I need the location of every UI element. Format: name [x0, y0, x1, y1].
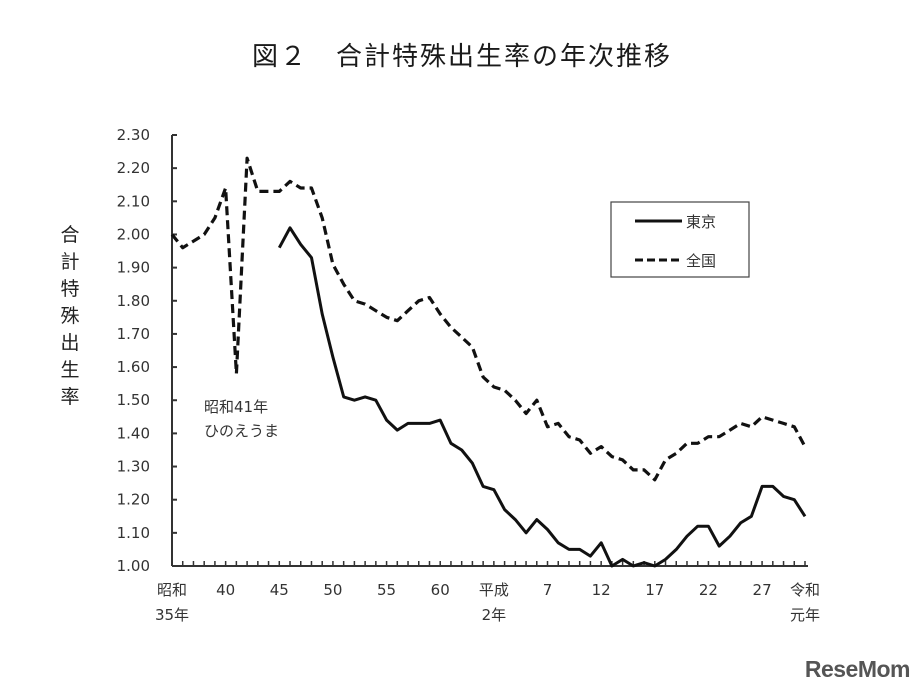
y-tick-label: 2.10	[117, 192, 150, 210]
x-tick-label: 55	[377, 581, 396, 599]
legend-tokyo-label: 東京	[686, 213, 716, 231]
x-tick-label: 45	[270, 581, 289, 599]
y-axis-label: 合計特殊出生率	[60, 224, 80, 408]
y-tick-label: 1.10	[117, 524, 150, 542]
legend: 東京 全国	[610, 201, 750, 278]
y-tick-label: 2.20	[117, 159, 150, 177]
y-tick-label: 1.30	[117, 458, 150, 476]
y-tick-label: 1.40	[117, 424, 150, 442]
national-series-line	[170, 156, 807, 482]
x-tick-label: 12	[592, 581, 611, 599]
x-tick-sublabel: 2年	[482, 606, 507, 624]
x-tick-label: 22	[699, 581, 718, 599]
y-tick-label: 1.00	[117, 557, 150, 575]
x-tick-sublabel: 35年	[155, 606, 189, 624]
legend-national-label: 全国	[686, 252, 716, 270]
annotation-hinoeuma: 昭和41年 ひのえうま	[204, 398, 279, 440]
x-tick-label: 40	[216, 581, 235, 599]
y-tick-label: 1.70	[117, 325, 150, 343]
y-axis-ticks: 1.00 1.10 1.20 1.30 1.40 1.50 1.60 1.70 1.80 1.90…	[117, 126, 177, 575]
x-tick-label: 17	[645, 581, 664, 599]
annotation-line2: ひのえうま	[204, 422, 279, 440]
x-tick-label: 27	[753, 581, 772, 599]
axes	[171, 135, 808, 567]
resemom-logo: ReseMom	[804, 656, 911, 682]
y-tick-label: 1.80	[117, 292, 150, 310]
y-tick-label: 1.60	[117, 358, 150, 376]
x-tick-label: 令和	[790, 581, 820, 599]
legend-box	[610, 201, 750, 278]
x-tick-sublabel: 元年	[790, 606, 820, 624]
y-tick-label: 1.20	[117, 491, 150, 509]
x-tick-label: 7	[543, 581, 553, 599]
tokyo-series-line	[277, 226, 807, 568]
y-tick-label: 1.90	[117, 259, 150, 277]
y-tick-label: 2.00	[117, 225, 150, 243]
x-tick-label: 平成	[479, 581, 509, 599]
x-tick-label: 60	[431, 581, 450, 599]
x-tick-label: 50	[323, 581, 342, 599]
y-tick-label: 1.50	[117, 391, 150, 409]
annotation-line1: 昭和41年	[204, 398, 268, 416]
chart-title: 図２ 合計特殊出生率の年次推移	[251, 42, 672, 72]
y-tick-label: 2.30	[117, 126, 150, 144]
x-tick-label: 昭和	[157, 581, 187, 599]
